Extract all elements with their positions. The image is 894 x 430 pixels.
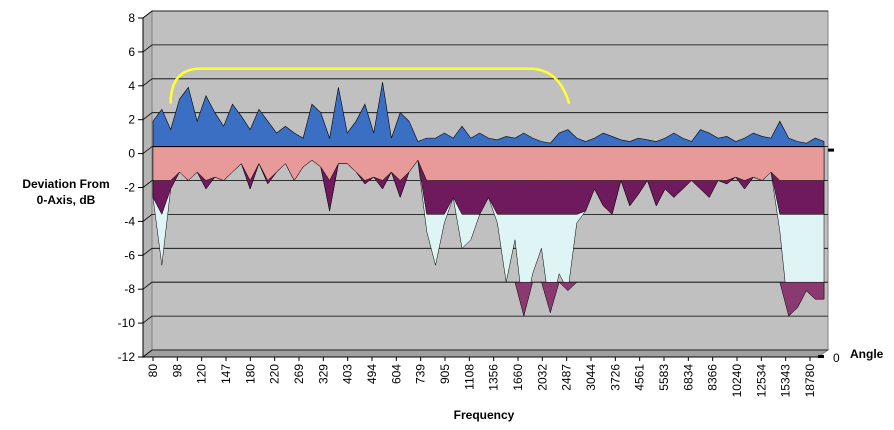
x-tick-label-18: 3044	[584, 364, 598, 391]
y-tick-label-5: -2	[124, 181, 135, 195]
y-axis-title-line-2: 0-Axis, dB	[37, 193, 96, 207]
gridline-3	[142, 112, 828, 121]
highlight-bracket	[169, 67, 571, 104]
x-tick-label-2: 120	[195, 364, 209, 384]
x-tick-label-20: 4561	[633, 364, 647, 391]
x-tick-label-9: 494	[365, 364, 379, 384]
x-tick-label-26: 15343	[779, 364, 793, 398]
x-tick-label-3: 147	[219, 364, 233, 384]
y-tick-label-1: 6	[128, 45, 135, 59]
x-tick-label-1: 98	[170, 364, 184, 378]
x-tick-label-25: 12534	[754, 364, 768, 398]
x-tick-label-15: 1660	[511, 364, 525, 391]
gridline-9	[142, 315, 828, 324]
y-tick-labels: 8 6 4 2 0 -2 -4 -6 -8 -10 -12	[118, 11, 136, 364]
y-tick-label-10: -12	[118, 350, 136, 364]
series-area-band-deep	[153, 281, 825, 318]
x-tick-label-21: 5583	[657, 364, 671, 391]
x-tick-label-10: 604	[389, 364, 403, 384]
gridline-0	[142, 10, 828, 19]
x-tick-label-7: 329	[316, 364, 330, 384]
y-tick-label-6: -4	[124, 214, 135, 228]
gridline-2	[142, 78, 828, 87]
x-tick-label-17: 2487	[560, 364, 574, 391]
gridline-10	[142, 349, 828, 358]
x-tick-label-4: 180	[243, 364, 257, 384]
x-tick-label-12: 905	[438, 364, 452, 384]
x-tick-label-27: 18780	[803, 364, 817, 398]
depth-axis-tick: 0	[833, 351, 840, 365]
y-tick-label-2: 4	[128, 79, 135, 93]
annotations	[169, 67, 571, 104]
x-tick-label-6: 269	[292, 364, 306, 384]
series-area-band-pink	[152, 146, 825, 182]
y-tick-label-4: 0	[128, 147, 135, 161]
y-axis-title-line-1: Deviation From	[22, 177, 109, 191]
gridline-6	[142, 213, 828, 222]
series-area-upper	[152, 82, 825, 147]
floor	[141, 349, 830, 358]
y-tick-label-0: 8	[128, 11, 135, 25]
x-axis-title: Frequency	[454, 408, 515, 422]
gridline-7	[142, 247, 828, 256]
x-tick-label-23: 8366	[706, 364, 720, 391]
series-areas	[152, 82, 825, 318]
x-tick-label-16: 2032	[535, 364, 549, 391]
x-tick-label-5: 220	[268, 364, 282, 384]
y-tick-label-8: -8	[124, 282, 135, 296]
x-tick-label-24: 10240	[730, 364, 744, 398]
y-tick-label-9: -10	[118, 316, 136, 330]
axes	[138, 17, 834, 361]
x-tick-label-11: 739	[414, 364, 428, 384]
x-tick-labels: 80 98 120 147 180 220 269 329 403 494 604 739 905 110…	[146, 364, 817, 398]
x-tick-label-13: 1108	[462, 364, 476, 390]
x-tick-label-14: 1356	[487, 364, 501, 391]
gridline-1	[142, 44, 828, 53]
x-tick-label-19: 3726	[608, 364, 622, 391]
y-tick-label-3: 2	[128, 113, 135, 127]
x-tick-label-8: 403	[341, 364, 355, 384]
depth-marker-top	[828, 148, 834, 152]
depth-marker-bottom	[818, 355, 824, 358]
x-tick-label-0: 80	[146, 364, 160, 378]
x-tick-label-22: 6834	[681, 364, 695, 391]
depth-axis-title: Angle	[850, 347, 884, 361]
y-tick-label-7: -6	[124, 248, 135, 262]
